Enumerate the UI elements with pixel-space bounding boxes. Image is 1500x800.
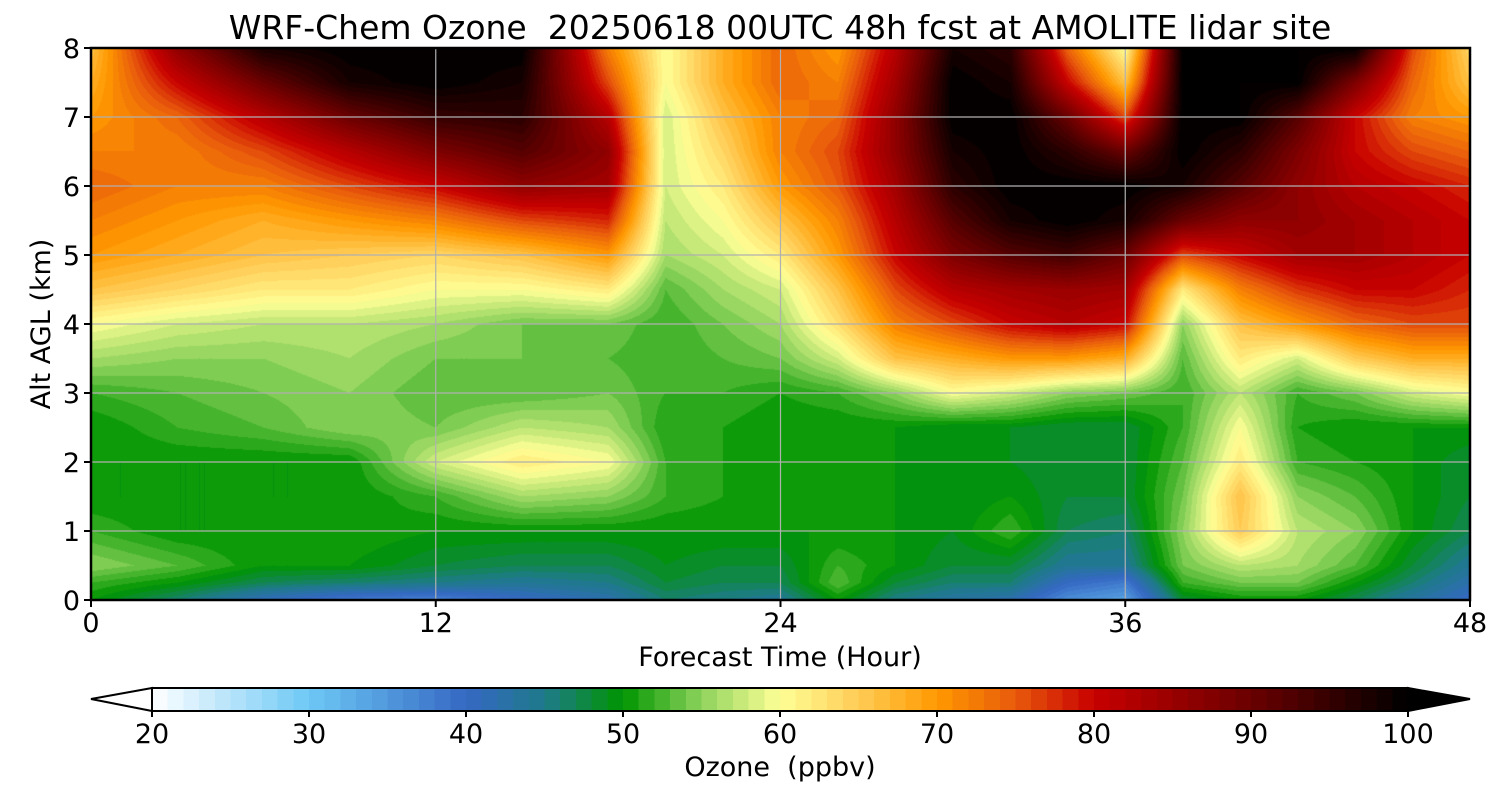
grid-lines <box>91 48 1470 600</box>
chart-title: WRF-Chem Ozone 20250618 00UTC 48h fcst a… <box>229 8 1332 47</box>
y-tick-label: 8 <box>63 34 80 65</box>
colorbar-ticks: 20 30 40 50 60 70 80 90 100 <box>135 711 1434 750</box>
x-tick-label: 0 <box>82 608 99 639</box>
colorbar-body <box>151 687 1409 712</box>
colorbar-label: Ozone (ppbv) <box>684 752 875 783</box>
colorbar-under-arrow <box>90 686 153 713</box>
colorbar-tick-label: 70 <box>920 719 954 750</box>
x-tick-label: 36 <box>1108 608 1142 639</box>
colorbar-tick-label: 80 <box>1077 719 1111 750</box>
colorbar-tick-label: 60 <box>763 719 797 750</box>
y-tick-label: 3 <box>63 379 80 410</box>
y-axis-label: Alt AGL (km) <box>26 239 57 410</box>
y-tick-label: 4 <box>63 310 80 341</box>
x-axis-ticks: 0 12 24 36 48 <box>82 600 1487 639</box>
x-tick-label: 24 <box>763 608 797 639</box>
y-tick-label: 2 <box>63 448 80 479</box>
colorbar-tick-label: 100 <box>1382 719 1434 750</box>
x-tick-label: 12 <box>419 608 453 639</box>
colorbar-tick-label: 90 <box>1234 719 1268 750</box>
x-axis-label: Forecast Time (Hour) <box>638 642 922 673</box>
colorbar: 20 30 40 50 60 70 80 90 100 <box>90 686 1471 750</box>
colorbar-tick-label: 50 <box>606 719 640 750</box>
y-tick-label: 1 <box>63 517 80 548</box>
colorbar-tick-label: 30 <box>292 719 326 750</box>
colorbar-over-arrow <box>1407 686 1471 713</box>
x-tick-label: 48 <box>1453 608 1487 639</box>
y-axis-ticks: 0 1 2 3 4 5 6 7 8 <box>63 34 91 617</box>
y-tick-label: 5 <box>63 241 80 272</box>
y-tick-label: 7 <box>63 103 80 134</box>
colorbar-tick-label: 20 <box>135 719 169 750</box>
colorbar-tick-label: 40 <box>449 719 483 750</box>
y-tick-label: 6 <box>63 172 80 203</box>
y-tick-label: 0 <box>63 586 80 617</box>
